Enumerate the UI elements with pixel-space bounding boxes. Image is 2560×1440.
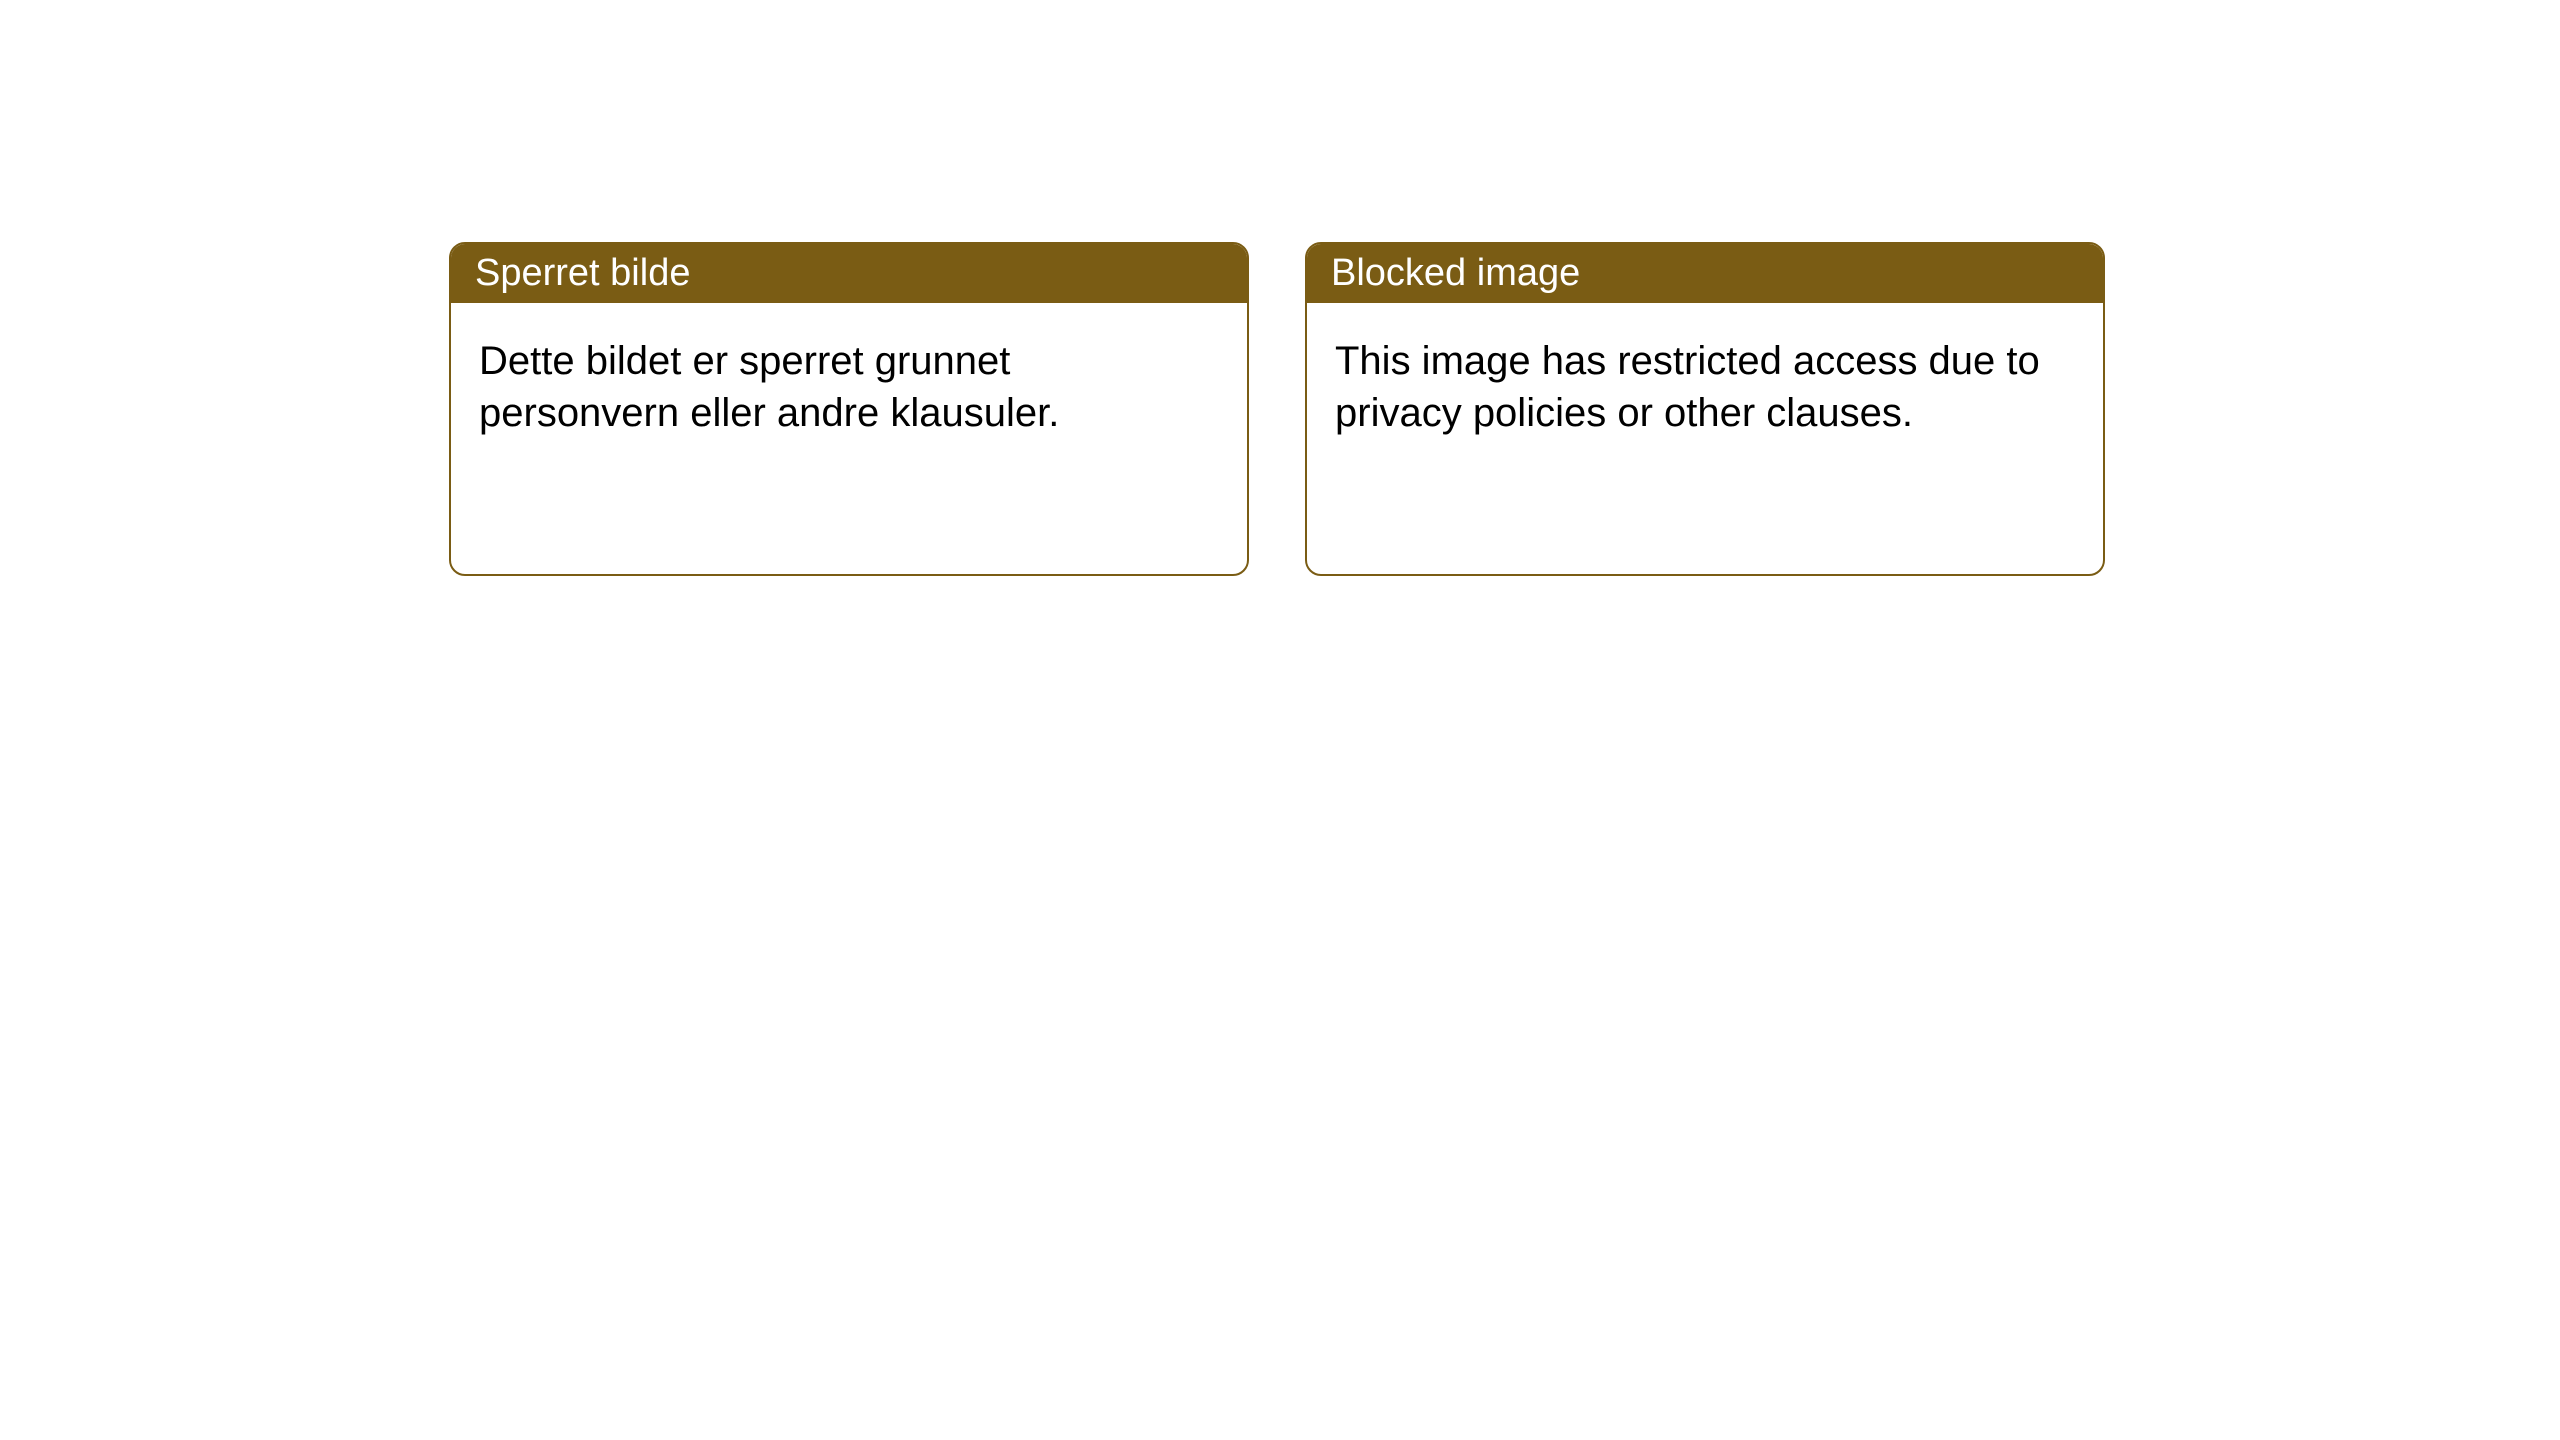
card-header: Sperret bilde — [451, 244, 1247, 303]
card-body-text: This image has restricted access due to … — [1335, 339, 2040, 435]
card-header: Blocked image — [1307, 244, 2103, 303]
notice-card-english: Blocked image This image has restricted … — [1305, 242, 2105, 576]
card-body-text: Dette bildet er sperret grunnet personve… — [479, 339, 1059, 435]
card-body: This image has restricted access due to … — [1307, 303, 2103, 471]
notice-card-norwegian: Sperret bilde Dette bildet er sperret gr… — [449, 242, 1249, 576]
card-body: Dette bildet er sperret grunnet personve… — [451, 303, 1247, 471]
card-title: Blocked image — [1331, 252, 1580, 294]
notice-container: Sperret bilde Dette bildet er sperret gr… — [449, 242, 2105, 576]
card-title: Sperret bilde — [475, 252, 690, 294]
